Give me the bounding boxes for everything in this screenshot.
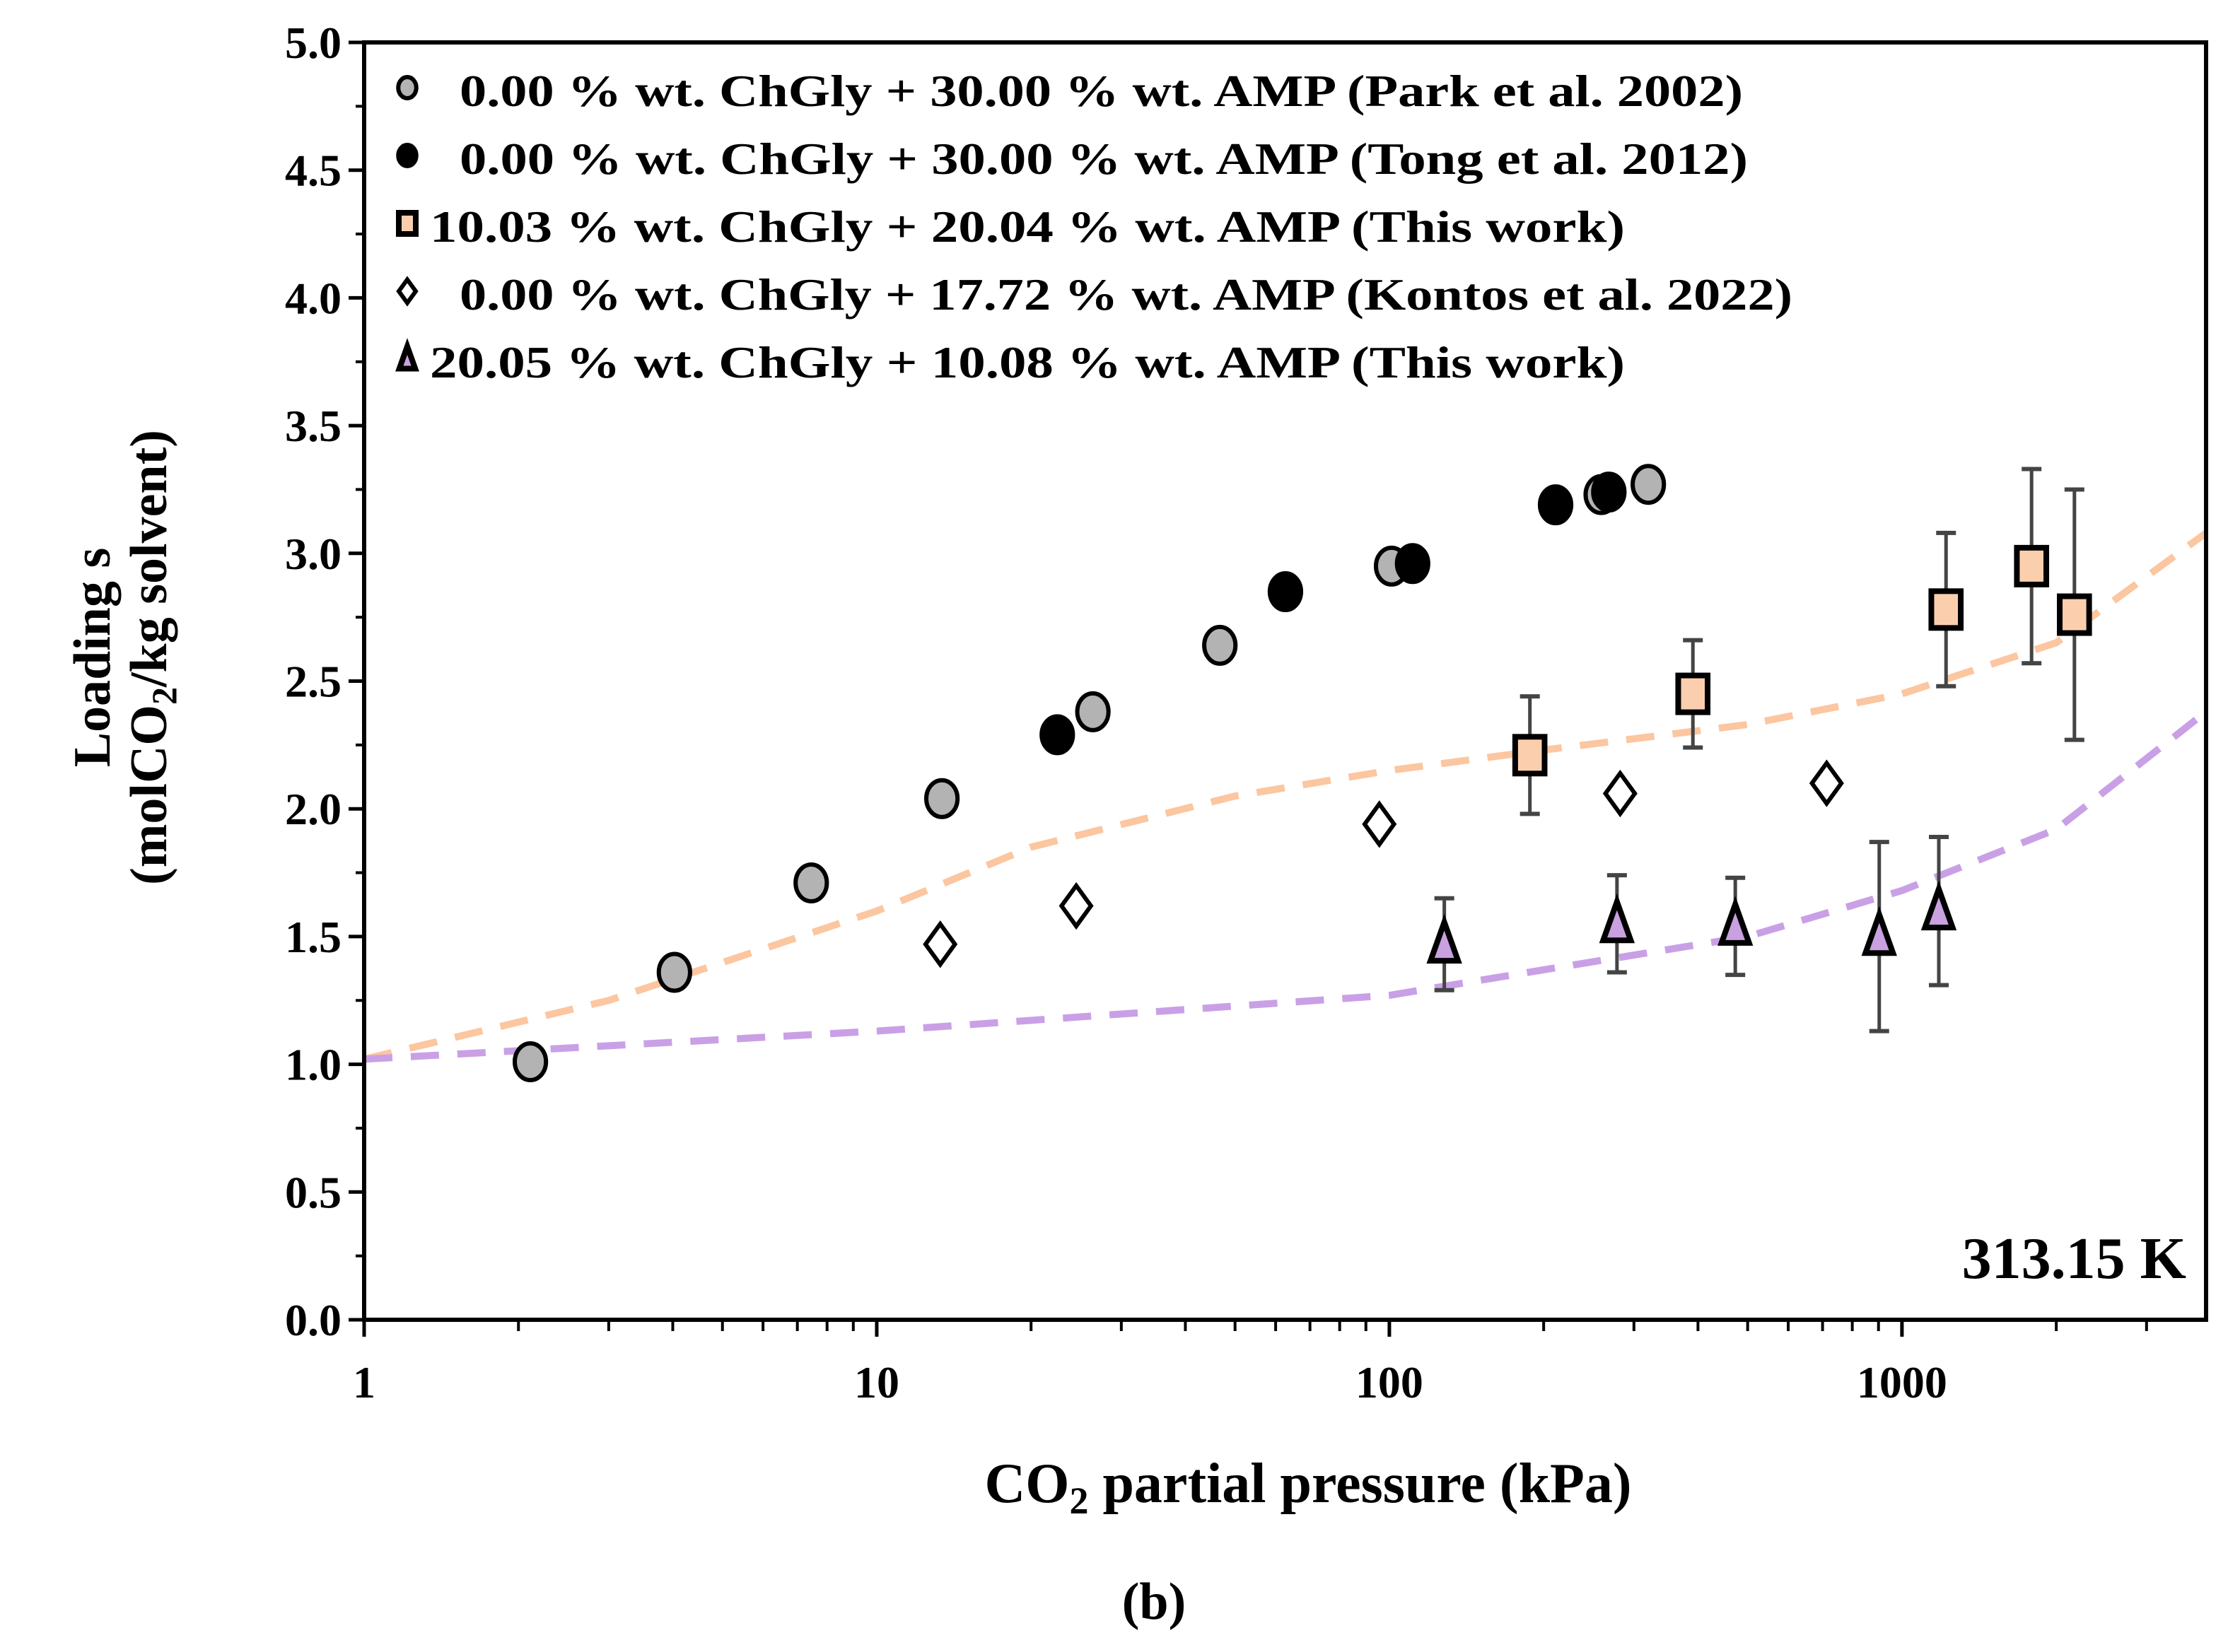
x-tick-label: 1 — [353, 1357, 375, 1407]
y-axis-label: Loading s (molCO2/kg solvent) — [64, 430, 184, 885]
x-axis-label-subscript: 2 — [1069, 1480, 1088, 1522]
legend-marker-square — [396, 210, 419, 237]
data-point — [1920, 880, 1957, 931]
y-axis-label-subscript: 2 — [144, 687, 184, 705]
data-point — [1591, 471, 1627, 513]
y-tick-label: 1.0 — [285, 1040, 342, 1090]
y-tick-label: 2.5 — [285, 657, 342, 707]
y-axis-label-line2: (molCO2/kg solvent) — [120, 430, 184, 885]
y-tick-label: 5.0 — [285, 18, 342, 68]
series-square-2 — [1512, 467, 2092, 816]
y-axis-label-part: (molCO — [120, 705, 178, 885]
model-curve-line — [363, 529, 2208, 1063]
series-triangle-4 — [1426, 834, 1957, 1033]
data-point — [1058, 881, 1094, 930]
model-curves — [363, 529, 2209, 1063]
data-point — [656, 951, 692, 993]
data-point — [1537, 484, 1574, 526]
y-tick-label: 4.5 — [285, 146, 342, 196]
data-point — [1362, 800, 1397, 848]
data-point — [1631, 464, 1667, 505]
legend-marker-diamond — [396, 276, 419, 307]
plot-frame — [362, 40, 2208, 1322]
x-tick-label: 10 — [854, 1357, 899, 1407]
data-point — [1675, 672, 1711, 715]
data-point — [1039, 714, 1075, 756]
data-points — [512, 464, 2092, 1082]
x-axis-label-part: partial pressure (kPa) — [1088, 1453, 1631, 1515]
legend-entry-label: 0.00 % wt. ChGly + 17.72 % wt. AMP (Kont… — [460, 269, 1792, 320]
axis-ticks: 0.0 0.5 1.0 1.5 2.0 2.5 3.0 3.5 4.0 4.5 5.0 1 10 100 1… — [285, 18, 2148, 1407]
data-point — [924, 778, 960, 819]
model-curve-line — [363, 708, 2209, 1063]
x-axis-label-part: CO — [984, 1453, 1069, 1515]
legend-entry-label: 10.03 % wt. ChGly + 20.04 % wt. AMP (Thi… — [430, 201, 1625, 252]
legend-marker-circle — [396, 143, 419, 168]
panel-label: (b) — [1122, 1573, 1186, 1631]
data-point — [1512, 734, 1548, 777]
data-point — [1599, 893, 1635, 944]
data-point — [793, 862, 829, 904]
y-axis-label-line1: Loading s — [64, 548, 122, 768]
data-point — [923, 920, 958, 968]
legend-marker-triangle — [395, 338, 419, 372]
data-point — [1861, 906, 1897, 956]
x-tick-label: 1000 — [1857, 1357, 1947, 1407]
x-axis-label: CO2 partial pressure (kPa) — [984, 1453, 1631, 1522]
y-tick-label: 1.5 — [285, 912, 342, 962]
data-point — [1394, 543, 1430, 585]
data-point — [1928, 588, 1964, 631]
temperature-annotation: 313.15 K — [1962, 1226, 2186, 1291]
legend-entry-label: 20.05 % wt. ChGly + 10.08 % wt. AMP (Thi… — [430, 337, 1625, 387]
y-tick-label: 0.5 — [285, 1167, 342, 1217]
data-point — [2057, 593, 2092, 636]
data-point — [512, 1041, 549, 1082]
series-circle-1 — [1039, 471, 1627, 756]
series-diamond-3 — [923, 759, 1844, 968]
data-point — [1267, 571, 1304, 613]
legend-entry-label: 0.00 % wt. ChGly + 30.00 % wt. AMP (Park… — [460, 66, 1743, 116]
legend-entry-label: 0.00 % wt. ChGly + 30.00 % wt. AMP (Tong… — [460, 134, 1748, 184]
y-tick-label: 3.0 — [285, 529, 342, 579]
legend-marker-circle — [396, 75, 419, 100]
data-point — [1717, 896, 1754, 946]
y-tick-label: 2.0 — [285, 784, 342, 834]
y-tick-label: 4.0 — [285, 273, 342, 323]
y-tick-label: 3.5 — [285, 401, 342, 451]
x-tick-label: 100 — [1355, 1357, 1423, 1407]
data-point — [1202, 624, 1238, 666]
legend: 0.00 % wt. ChGly + 30.00 % wt. AMP (Park… — [395, 66, 1792, 387]
data-point — [1075, 691, 1111, 732]
y-axis-label-part: /kg solvent) — [120, 430, 178, 688]
data-point — [2014, 544, 2049, 587]
data-point — [1426, 913, 1462, 964]
y-tick-label: 0.0 — [285, 1295, 342, 1345]
data-point — [1602, 769, 1638, 818]
data-point — [1809, 759, 1844, 807]
